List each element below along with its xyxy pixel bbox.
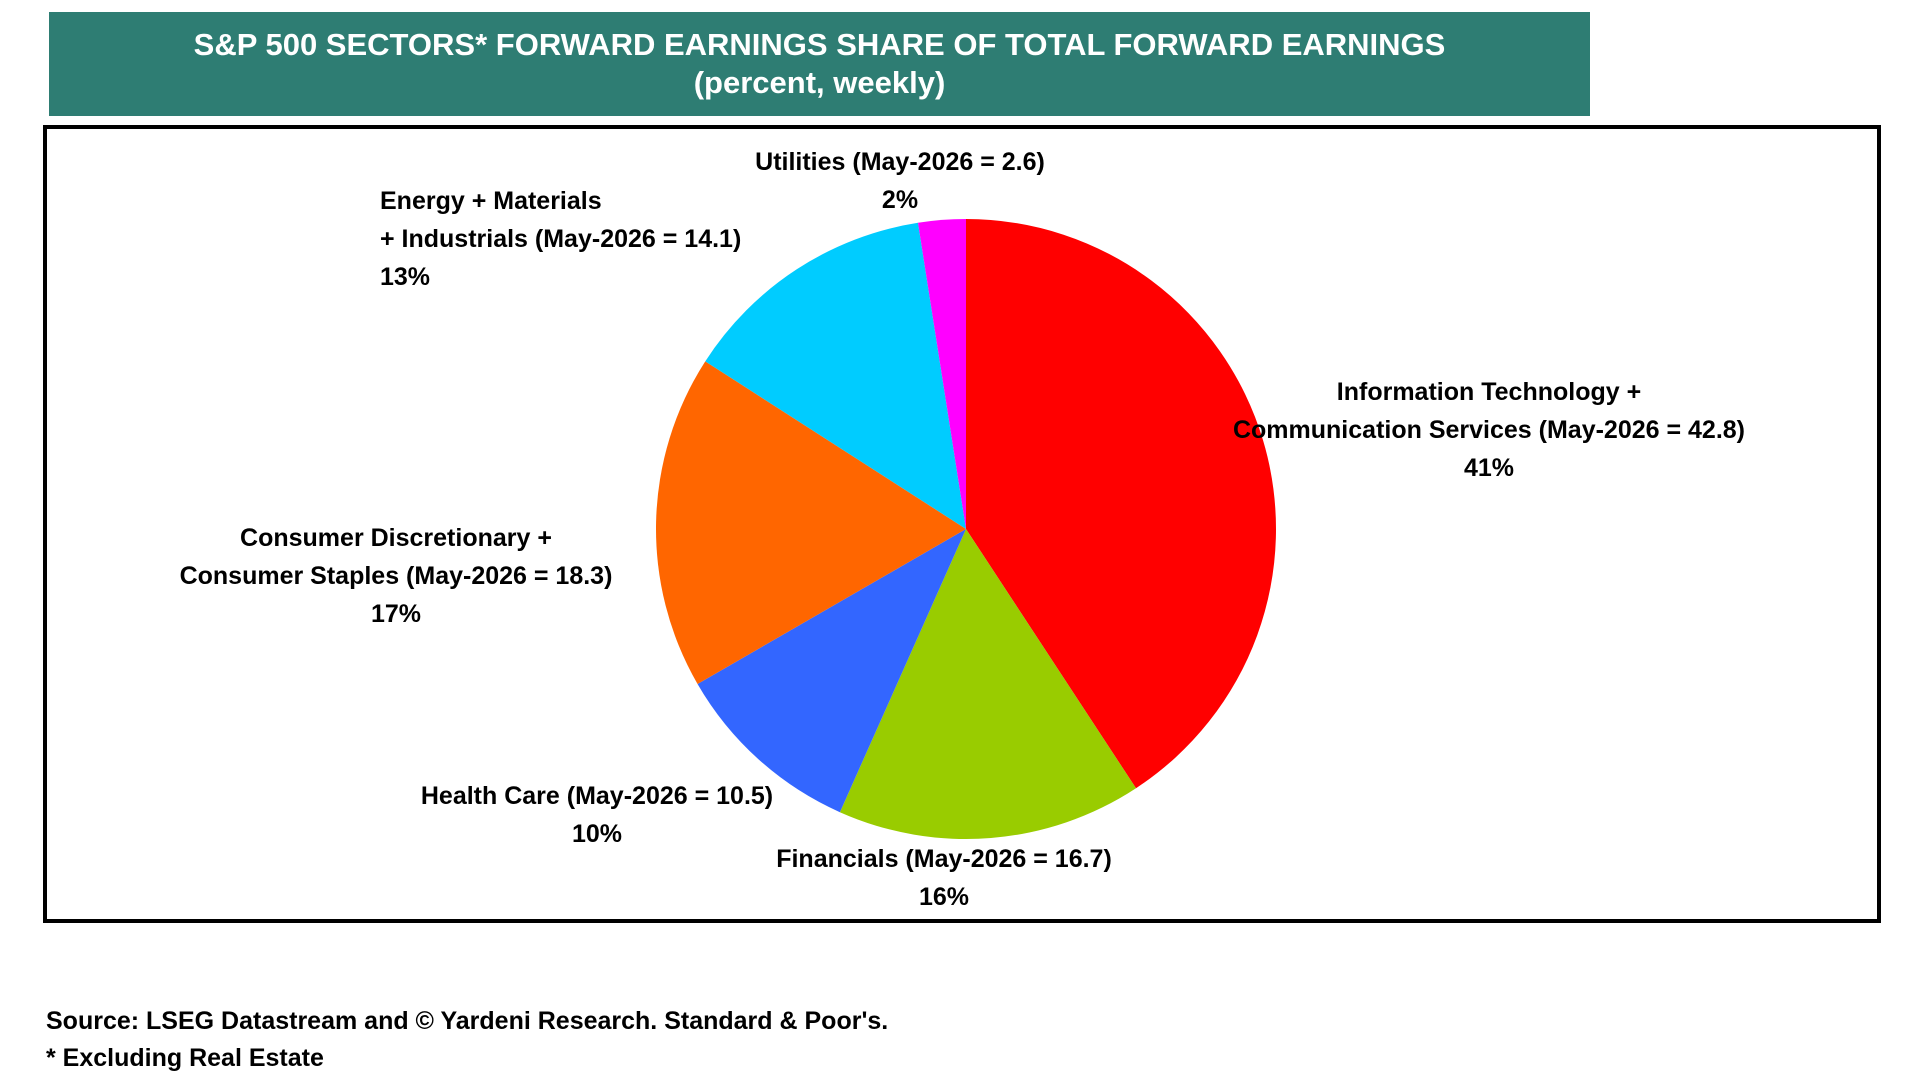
label-energy-materials-industrials: Energy + Materials + Industrials (May-20… [380, 182, 741, 296]
chart-subtitle: (percent, weekly) [693, 65, 946, 100]
footnote-text: * Excluding Real Estate [46, 1044, 324, 1072]
label-utilities-pct: 2% [881, 186, 919, 214]
label-health-care: Health Care (May-2026 = 10.5) 10% [421, 777, 773, 853]
label-health-care-pct: 10% [571, 820, 623, 848]
pie-slice-cons [655, 361, 966, 684]
label-utilities: Utilities (May-2026 = 2.6) 2% [755, 143, 1045, 219]
label-consumer: Consumer Discretionary + Consumer Staple… [180, 519, 613, 633]
label-consumer-line2: Consumer Staples (May-2026 = 18.3) [179, 562, 613, 590]
label-consumer-line1: Consumer Discretionary + [240, 524, 552, 552]
label-it-pct: 41% [1463, 454, 1515, 482]
chart-title-banner: S&P 500 SECTORS* FORWARD EARNINGS SHARE … [49, 12, 1590, 116]
label-it-line2: Communication Services (May-2026 = 42.8) [1232, 416, 1746, 444]
label-it-line1: Information Technology + [1336, 378, 1642, 406]
label-financials-pct: 16% [918, 883, 970, 911]
label-utilities-line1: Utilities (May-2026 = 2.6) [755, 148, 1045, 176]
label-financials-line1: Financials (May-2026 = 16.7) [776, 845, 1112, 873]
pie-slice-hc [697, 529, 966, 813]
pie-slice-fin [839, 529, 1137, 839]
label-energy-line1: Energy + Materials [380, 187, 602, 215]
pie-slice-emi [705, 222, 966, 529]
pie-slice-util [917, 219, 966, 529]
chart-frame [43, 125, 1881, 923]
label-energy-pct: 13% [380, 263, 431, 291]
label-financials: Financials (May-2026 = 16.7) 16% [776, 840, 1112, 916]
pie-slice-it [966, 219, 1276, 789]
label-information-technology: Information Technology + Communication S… [1233, 373, 1745, 487]
chart-title: S&P 500 SECTORS* FORWARD EARNINGS SHARE … [193, 27, 1446, 62]
source-text: Source: LSEG Datastream and © Yardeni Re… [46, 1007, 889, 1035]
label-health-care-line1: Health Care (May-2026 = 10.5) [420, 782, 774, 810]
footnote: * Excluding Real Estate [46, 1040, 324, 1077]
source-note: Source: LSEG Datastream and © Yardeni Re… [46, 1003, 888, 1040]
label-consumer-pct: 17% [370, 600, 422, 628]
label-energy-line2: + Industrials (May-2026 = 14.1) [380, 225, 742, 253]
